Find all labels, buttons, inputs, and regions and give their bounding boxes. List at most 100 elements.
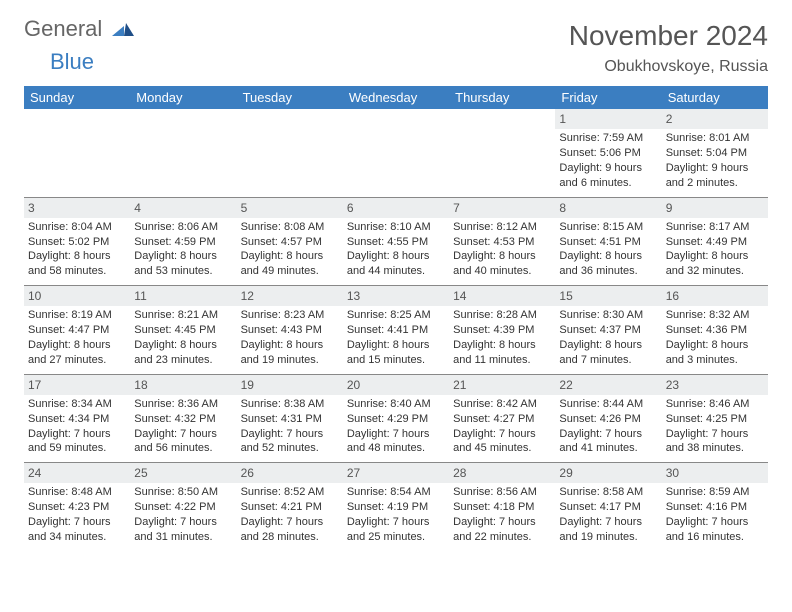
sunrise-text: Sunrise: 8:52 AM: [241, 485, 339, 500]
daylight-text: Daylight: 7 hours and 38 minutes.: [666, 427, 764, 457]
sunrise-text: Sunrise: 8:25 AM: [347, 308, 445, 323]
weekday-header: Wednesday: [343, 86, 449, 109]
sunset-text: Sunset: 4:25 PM: [666, 412, 764, 427]
day-number: 22: [555, 375, 661, 395]
sunrise-text: Sunrise: 8:42 AM: [453, 397, 551, 412]
day-number: 11: [130, 286, 236, 306]
daylight-text: Daylight: 8 hours and 40 minutes.: [453, 249, 551, 279]
calendar-row: 10Sunrise: 8:19 AMSunset: 4:47 PMDayligh…: [24, 286, 768, 375]
sunrise-text: Sunrise: 8:19 AM: [28, 308, 126, 323]
daylight-text: Daylight: 8 hours and 32 minutes.: [666, 249, 764, 279]
calendar-table: Sunday Monday Tuesday Wednesday Thursday…: [24, 86, 768, 551]
sunset-text: Sunset: 4:43 PM: [241, 323, 339, 338]
day-number: 10: [24, 286, 130, 306]
header: General Blue November 2024 Obukhovskoye,…: [24, 20, 768, 76]
sunset-text: Sunset: 4:51 PM: [559, 235, 657, 250]
day-number: 16: [662, 286, 768, 306]
daylight-text: Daylight: 8 hours and 19 minutes.: [241, 338, 339, 368]
calendar-cell: 26Sunrise: 8:52 AMSunset: 4:21 PMDayligh…: [237, 463, 343, 551]
day-number: 25: [130, 463, 236, 483]
calendar-cell: 22Sunrise: 8:44 AMSunset: 4:26 PMDayligh…: [555, 374, 661, 463]
day-number: 6: [343, 198, 449, 218]
daylight-text: Daylight: 7 hours and 52 minutes.: [241, 427, 339, 457]
daylight-text: Daylight: 7 hours and 19 minutes.: [559, 515, 657, 545]
calendar-cell: [130, 109, 236, 197]
sunset-text: Sunset: 4:27 PM: [453, 412, 551, 427]
sunrise-text: Sunrise: 8:34 AM: [28, 397, 126, 412]
sunset-text: Sunset: 5:02 PM: [28, 235, 126, 250]
sunrise-text: Sunrise: 8:38 AM: [241, 397, 339, 412]
daylight-text: Daylight: 7 hours and 34 minutes.: [28, 515, 126, 545]
calendar-cell: 7Sunrise: 8:12 AMSunset: 4:53 PMDaylight…: [449, 197, 555, 286]
calendar-cell: 6Sunrise: 8:10 AMSunset: 4:55 PMDaylight…: [343, 197, 449, 286]
day-number: 28: [449, 463, 555, 483]
day-number: 18: [130, 375, 236, 395]
calendar-cell: 29Sunrise: 8:58 AMSunset: 4:17 PMDayligh…: [555, 463, 661, 551]
calendar-cell: 3Sunrise: 8:04 AMSunset: 5:02 PMDaylight…: [24, 197, 130, 286]
daylight-text: Daylight: 7 hours and 28 minutes.: [241, 515, 339, 545]
day-number: 9: [662, 198, 768, 218]
calendar-cell: 20Sunrise: 8:40 AMSunset: 4:29 PMDayligh…: [343, 374, 449, 463]
sunset-text: Sunset: 4:16 PM: [666, 500, 764, 515]
logo-line2: Blue: [50, 49, 94, 74]
logo-mark-icon: [112, 20, 134, 39]
sunset-text: Sunset: 4:39 PM: [453, 323, 551, 338]
sunset-text: Sunset: 4:19 PM: [347, 500, 445, 515]
weekday-header: Thursday: [449, 86, 555, 109]
day-number: [24, 109, 130, 129]
daylight-text: Daylight: 7 hours and 31 minutes.: [134, 515, 232, 545]
sunrise-text: Sunrise: 8:15 AM: [559, 220, 657, 235]
day-number: 15: [555, 286, 661, 306]
day-number: 1: [555, 109, 661, 129]
weekday-header-row: Sunday Monday Tuesday Wednesday Thursday…: [24, 86, 768, 109]
day-number: [237, 109, 343, 129]
sunset-text: Sunset: 4:53 PM: [453, 235, 551, 250]
daylight-text: Daylight: 8 hours and 11 minutes.: [453, 338, 551, 368]
sunrise-text: Sunrise: 8:40 AM: [347, 397, 445, 412]
logo-line1: General: [24, 16, 102, 41]
sunrise-text: Sunrise: 8:01 AM: [666, 131, 764, 146]
calendar-cell: 21Sunrise: 8:42 AMSunset: 4:27 PMDayligh…: [449, 374, 555, 463]
calendar-row: 3Sunrise: 8:04 AMSunset: 5:02 PMDaylight…: [24, 197, 768, 286]
sunset-text: Sunset: 4:49 PM: [666, 235, 764, 250]
weekday-header: Tuesday: [237, 86, 343, 109]
calendar-cell: 1Sunrise: 7:59 AMSunset: 5:06 PMDaylight…: [555, 109, 661, 197]
sunrise-text: Sunrise: 8:17 AM: [666, 220, 764, 235]
sunset-text: Sunset: 4:37 PM: [559, 323, 657, 338]
daylight-text: Daylight: 8 hours and 7 minutes.: [559, 338, 657, 368]
daylight-text: Daylight: 7 hours and 45 minutes.: [453, 427, 551, 457]
calendar-cell: 8Sunrise: 8:15 AMSunset: 4:51 PMDaylight…: [555, 197, 661, 286]
sunrise-text: Sunrise: 8:46 AM: [666, 397, 764, 412]
daylight-text: Daylight: 9 hours and 2 minutes.: [666, 161, 764, 191]
daylight-text: Daylight: 7 hours and 41 minutes.: [559, 427, 657, 457]
sunset-text: Sunset: 4:22 PM: [134, 500, 232, 515]
daylight-text: Daylight: 8 hours and 58 minutes.: [28, 249, 126, 279]
sunrise-text: Sunrise: 8:30 AM: [559, 308, 657, 323]
weekday-header: Friday: [555, 86, 661, 109]
title-block: November 2024 Obukhovskoye, Russia: [569, 20, 768, 76]
sunset-text: Sunset: 4:41 PM: [347, 323, 445, 338]
sunrise-text: Sunrise: 8:50 AM: [134, 485, 232, 500]
sunrise-text: Sunrise: 8:58 AM: [559, 485, 657, 500]
sunrise-text: Sunrise: 8:48 AM: [28, 485, 126, 500]
day-number: 20: [343, 375, 449, 395]
day-number: 2: [662, 109, 768, 129]
sunset-text: Sunset: 4:18 PM: [453, 500, 551, 515]
weekday-header: Saturday: [662, 86, 768, 109]
sunrise-text: Sunrise: 8:44 AM: [559, 397, 657, 412]
day-number: [130, 109, 236, 129]
day-number: 24: [24, 463, 130, 483]
sunrise-text: Sunrise: 8:12 AM: [453, 220, 551, 235]
day-number: 4: [130, 198, 236, 218]
calendar-cell: 19Sunrise: 8:38 AMSunset: 4:31 PMDayligh…: [237, 374, 343, 463]
daylight-text: Daylight: 7 hours and 22 minutes.: [453, 515, 551, 545]
sunrise-text: Sunrise: 8:21 AM: [134, 308, 232, 323]
sunrise-text: Sunrise: 8:06 AM: [134, 220, 232, 235]
calendar-cell: 30Sunrise: 8:59 AMSunset: 4:16 PMDayligh…: [662, 463, 768, 551]
sunset-text: Sunset: 4:31 PM: [241, 412, 339, 427]
day-number: 23: [662, 375, 768, 395]
day-number: 12: [237, 286, 343, 306]
daylight-text: Daylight: 9 hours and 6 minutes.: [559, 161, 657, 191]
calendar-cell: 24Sunrise: 8:48 AMSunset: 4:23 PMDayligh…: [24, 463, 130, 551]
daylight-text: Daylight: 7 hours and 59 minutes.: [28, 427, 126, 457]
